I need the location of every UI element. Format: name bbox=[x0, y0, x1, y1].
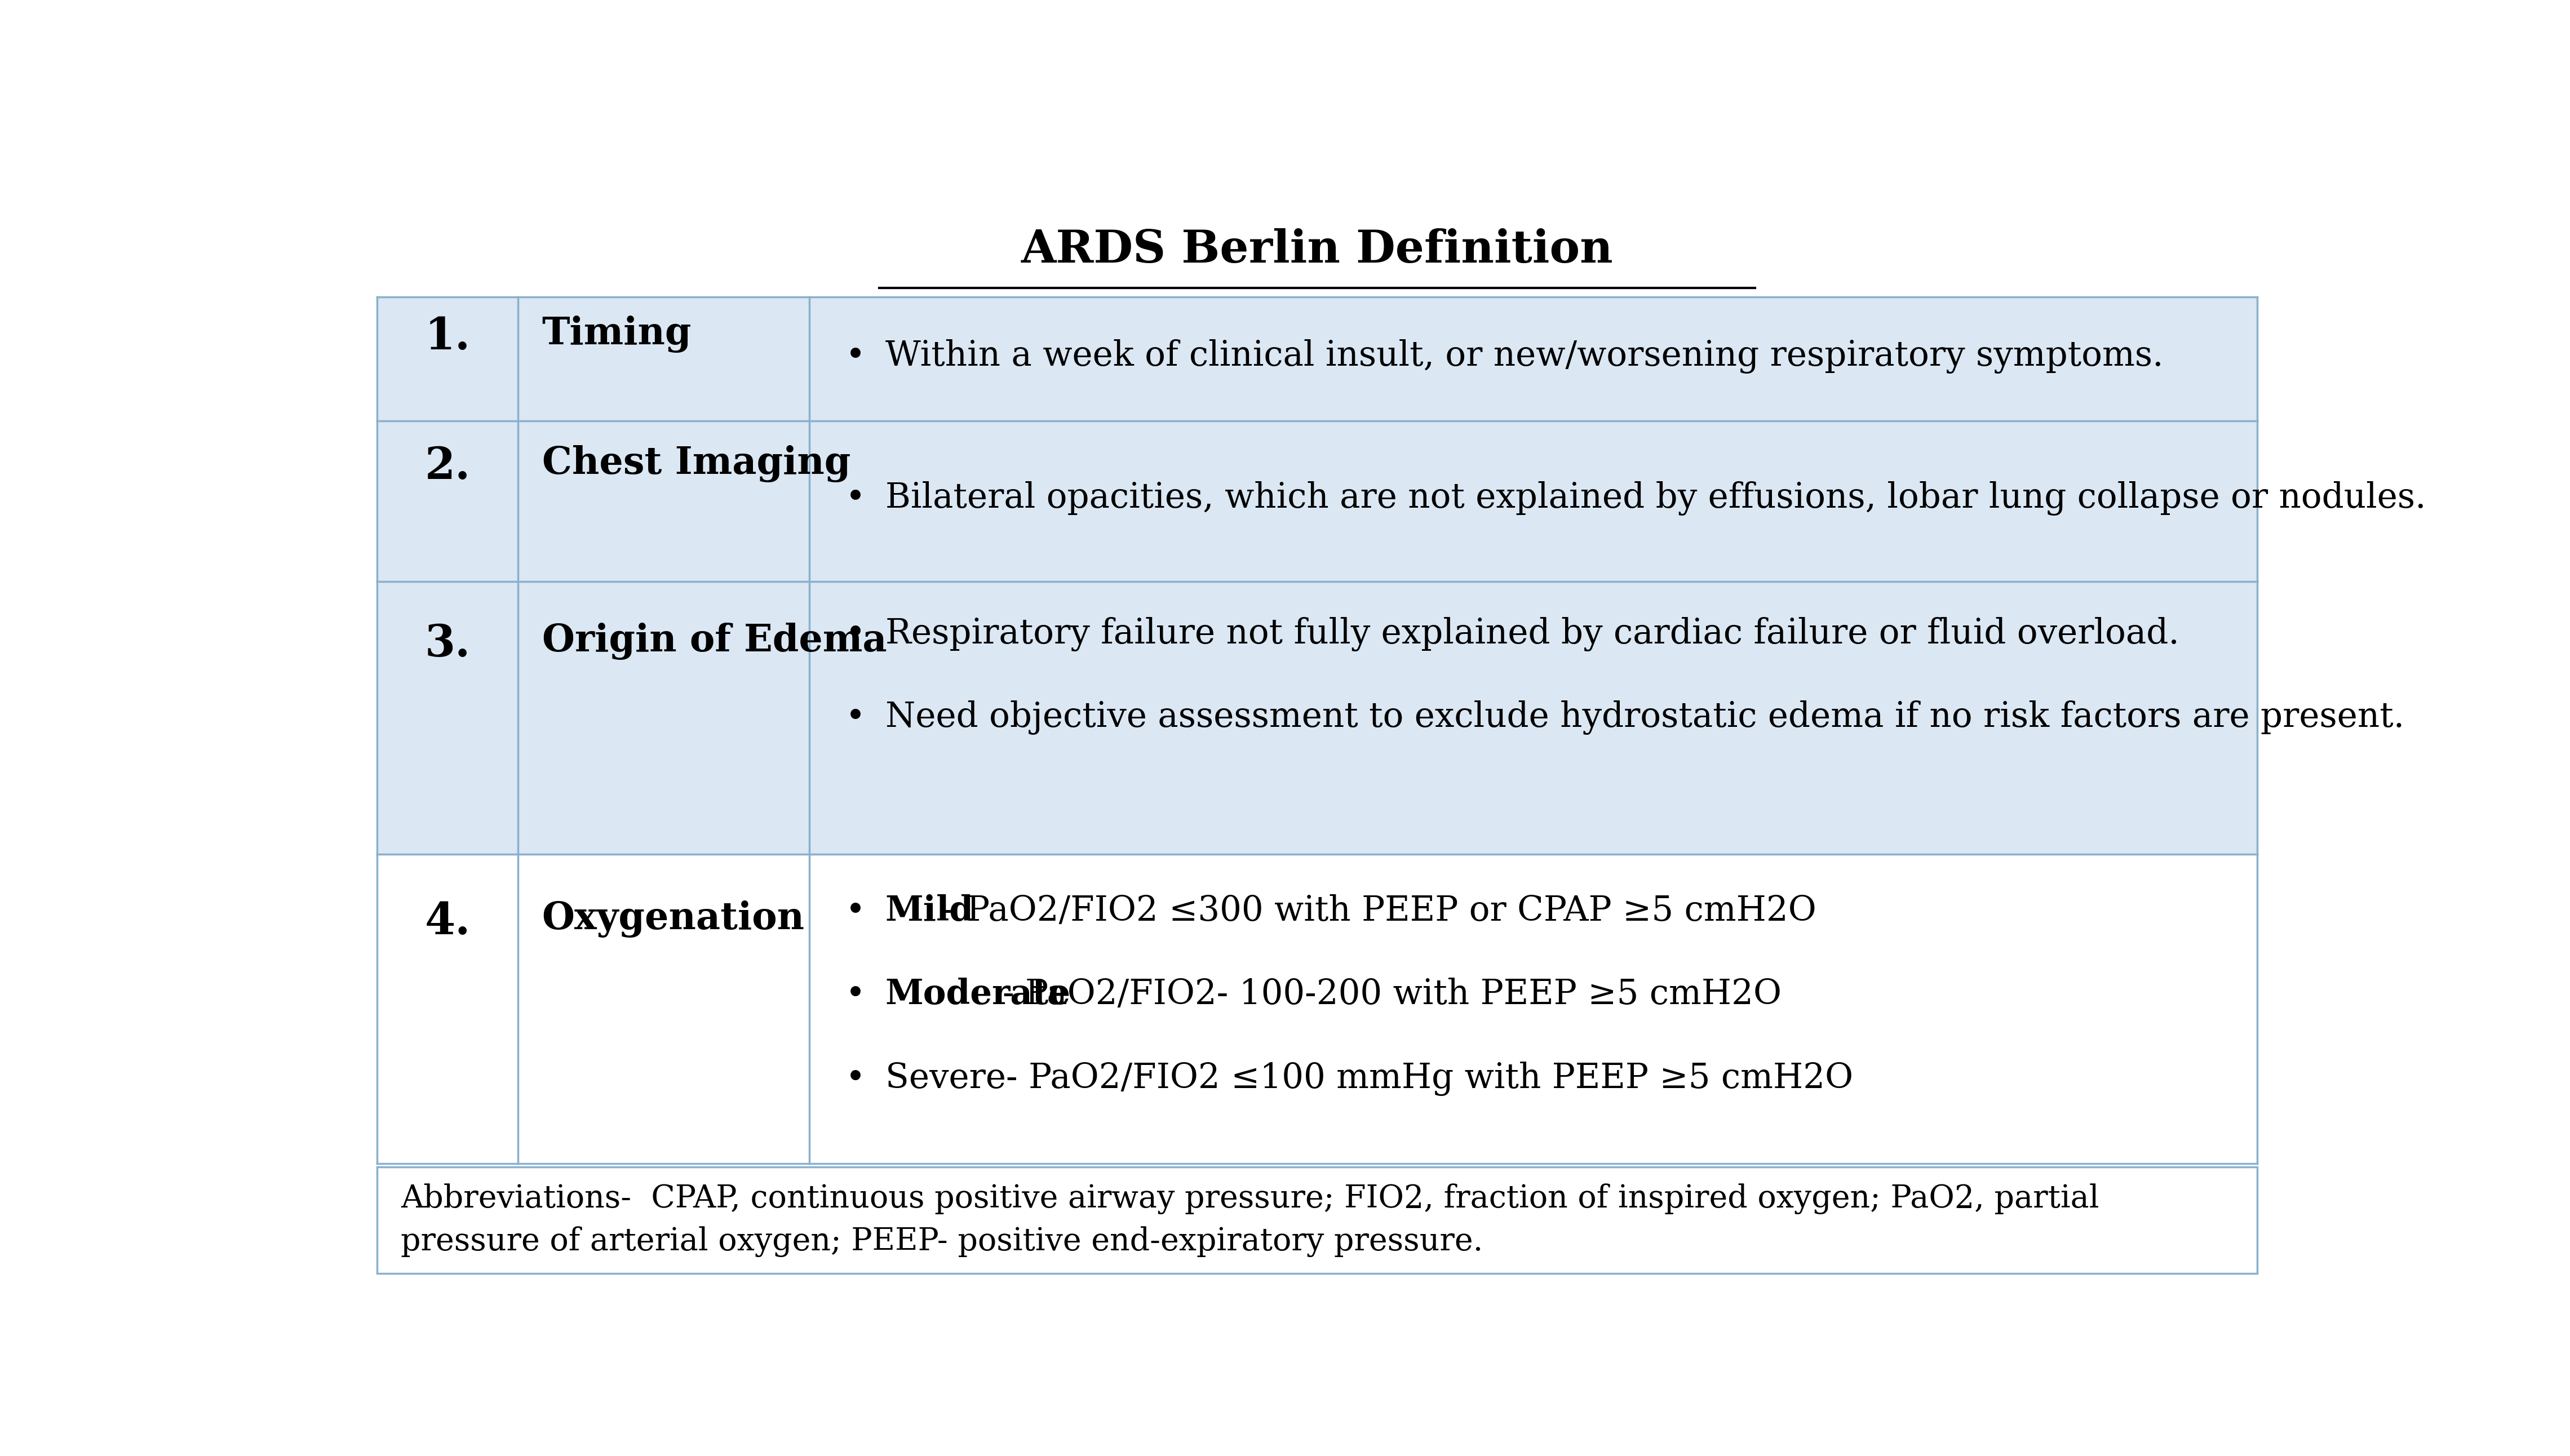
Text: 2.: 2. bbox=[424, 446, 470, 488]
Text: •: • bbox=[846, 978, 866, 1012]
Text: ARDS Berlin Definition: ARDS Berlin Definition bbox=[1020, 229, 1614, 272]
Bar bbox=[378, 421, 2256, 581]
Text: 3.: 3. bbox=[424, 623, 470, 665]
Text: 1.: 1. bbox=[424, 316, 470, 358]
Text: Need objective assessment to exclude hydrostatic edema if no risk factors are pr: Need objective assessment to exclude hyd… bbox=[884, 700, 2403, 735]
Text: Chest Imaging: Chest Imaging bbox=[542, 446, 851, 482]
Bar bbox=[378, 855, 2256, 1163]
Text: •: • bbox=[846, 700, 866, 734]
Text: •: • bbox=[846, 339, 866, 373]
Text: Moderate: Moderate bbox=[884, 978, 1072, 1012]
Text: Within a week of clinical insult, or new/worsening respiratory symptoms.: Within a week of clinical insult, or new… bbox=[884, 339, 2164, 373]
Text: Respiratory failure not fully explained by cardiac failure or fluid overload.: Respiratory failure not fully explained … bbox=[884, 617, 2179, 651]
Text: Severe- PaO2/FIO2 ≤100 mmHg with PEEP ≥5 cmH2O: Severe- PaO2/FIO2 ≤100 mmHg with PEEP ≥5… bbox=[884, 1061, 1853, 1096]
Text: •: • bbox=[846, 482, 866, 515]
Text: Abbreviations-  CPAP, continuous positive airway pressure; FIO2, fraction of ins: Abbreviations- CPAP, continuous positive… bbox=[401, 1184, 2100, 1257]
Text: •: • bbox=[846, 894, 866, 927]
Bar bbox=[378, 297, 2256, 421]
Text: Origin of Edema: Origin of Edema bbox=[542, 623, 887, 660]
Bar bbox=[378, 1166, 2256, 1274]
Text: •: • bbox=[846, 1061, 866, 1095]
Text: •: • bbox=[846, 617, 866, 651]
Bar bbox=[378, 581, 2256, 855]
Text: Oxygenation: Oxygenation bbox=[542, 900, 804, 938]
Text: 4.: 4. bbox=[424, 900, 470, 943]
Text: Mild: Mild bbox=[884, 894, 974, 927]
Text: - PaO2/FIO2- 100-200 with PEEP ≥5 cmH2O: - PaO2/FIO2- 100-200 with PEEP ≥5 cmH2O bbox=[1002, 978, 1781, 1012]
Text: Timing: Timing bbox=[542, 316, 691, 352]
Text: Bilateral opacities, which are not explained by effusions, lobar lung collapse o: Bilateral opacities, which are not expla… bbox=[884, 482, 2426, 515]
Text: - PaO2/FIO2 ≤300 with PEEP or CPAP ≥5 cmH2O: - PaO2/FIO2 ≤300 with PEEP or CPAP ≥5 cm… bbox=[943, 894, 1817, 927]
